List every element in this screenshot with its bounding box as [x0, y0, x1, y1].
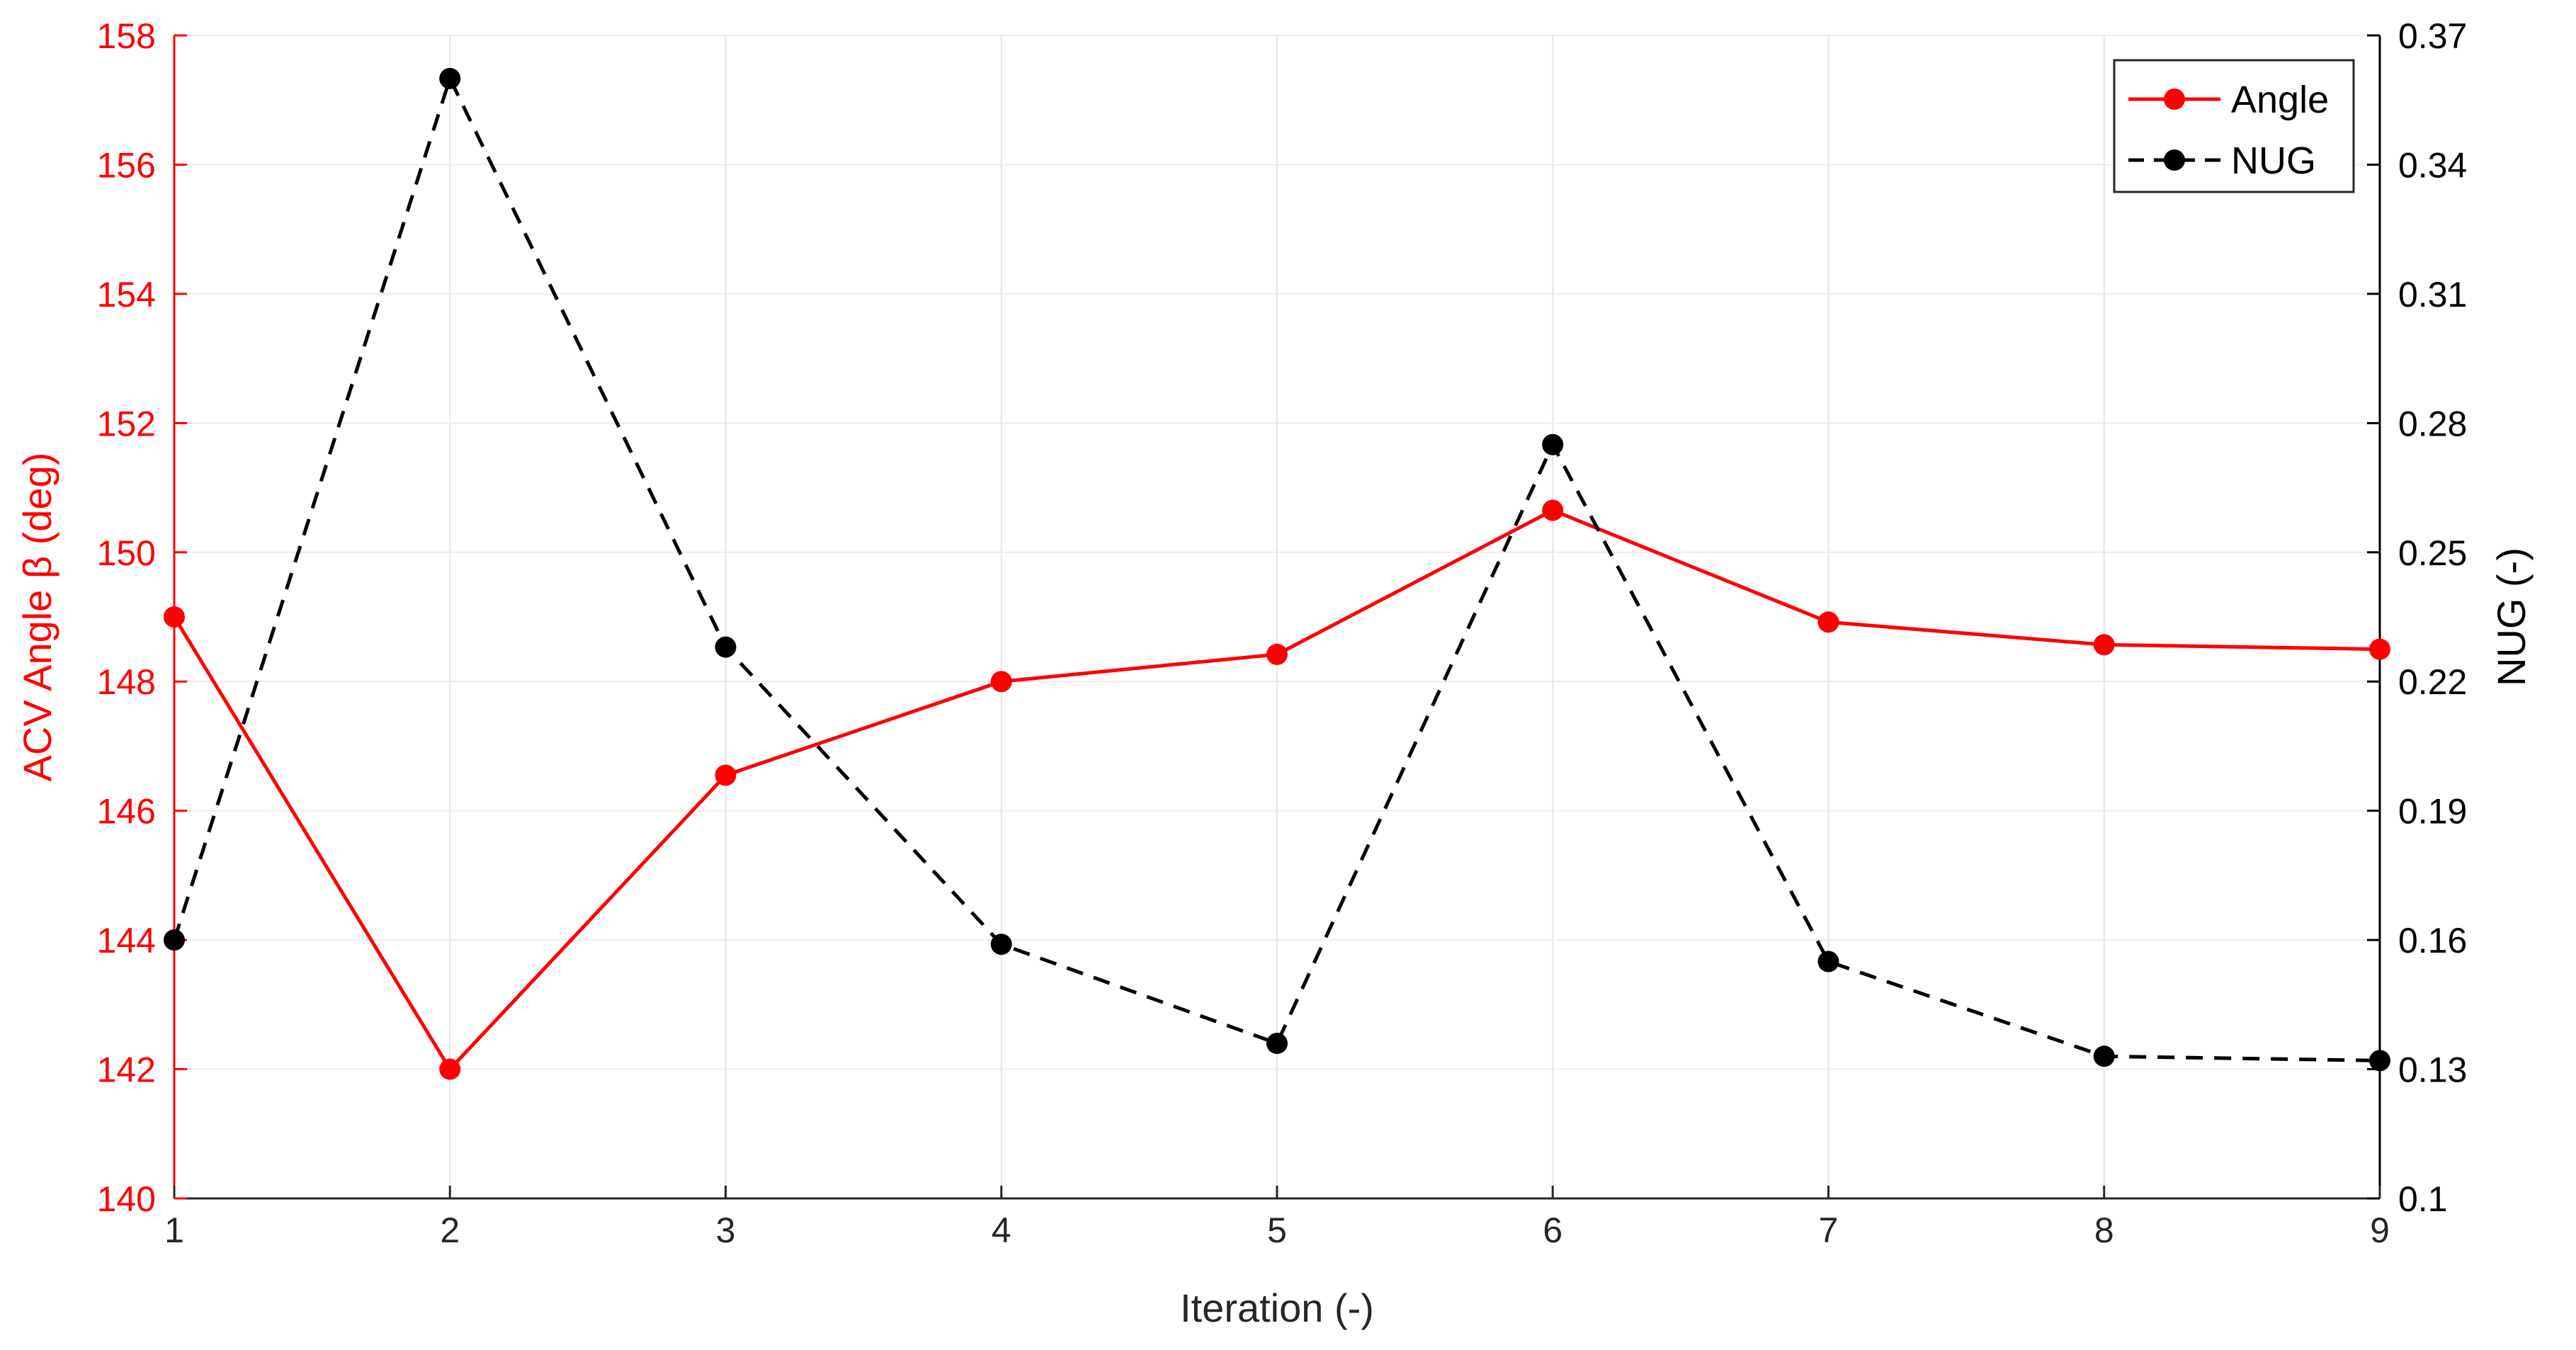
right-y-tick-label: 0.31	[2398, 275, 2467, 314]
left-axis-title: ACV Angle β (deg)	[15, 453, 59, 782]
data-point-angle	[1266, 643, 1288, 665]
x-tick-label: 1	[164, 1210, 184, 1250]
axis-ticks: 1 2 3 4 5 6 7 8 9 140 142 144 146 148 150 152 154 156 158 0…	[97, 16, 2468, 1250]
data-point-nug	[1266, 1033, 1288, 1055]
data-point-nug	[1817, 951, 1839, 972]
data-point-angle	[2093, 634, 2115, 656]
left-y-tick-label: 148	[97, 662, 156, 702]
legend-label-angle: Angle	[2231, 79, 2329, 121]
data-point-nug	[2093, 1045, 2115, 1067]
data-point-nug	[1542, 433, 1564, 455]
legend-angle-swatch-marker	[2164, 89, 2185, 110]
data-point-angle	[715, 764, 737, 786]
x-tick-label: 7	[1819, 1210, 1839, 1250]
left-y-tick-label: 158	[97, 16, 156, 56]
x-tick-label: 9	[2370, 1210, 2390, 1250]
data-point-angle	[1542, 499, 1564, 521]
x-tick-label: 3	[716, 1210, 736, 1250]
grid-lines	[174, 35, 2381, 1199]
right-y-tick-label: 0.16	[2398, 921, 2467, 960]
data-point-angle	[1817, 611, 1839, 633]
legend-nug-swatch-marker	[2164, 149, 2185, 171]
x-tick-label: 2	[440, 1210, 460, 1250]
data-point-angle	[439, 1058, 461, 1080]
right-y-tick-label: 0.25	[2398, 533, 2467, 573]
right-y-tick-label: 0.22	[2398, 662, 2467, 702]
data-point-nug	[715, 636, 737, 658]
right-y-tick-label: 0.34	[2398, 145, 2467, 185]
right-y-tick-label: 0.1	[2398, 1179, 2448, 1219]
left-y-tick-label: 140	[97, 1179, 156, 1219]
right-axis-title: NUG (-)	[2489, 548, 2534, 686]
right-y-tick-label: 0.13	[2398, 1050, 2467, 1090]
left-y-tick-label: 156	[97, 145, 156, 185]
left-y-tick-label: 144	[97, 921, 156, 960]
data-point-nug	[990, 934, 1012, 955]
left-y-tick-label: 146	[97, 792, 156, 832]
right-y-tick-label: 0.19	[2398, 792, 2467, 832]
data-point-angle	[164, 606, 185, 628]
data-point-nug	[2369, 1050, 2390, 1072]
left-y-tick-label: 154	[97, 275, 156, 314]
data-point-angle	[2369, 638, 2390, 660]
data-point-nug	[439, 67, 461, 89]
legend-box	[2113, 59, 2355, 193]
x-tick-label: 4	[992, 1210, 1011, 1250]
data-point-angle	[990, 671, 1012, 693]
left-y-tick-label: 150	[97, 533, 156, 573]
legend: Angle NUG	[2113, 59, 2355, 193]
data-series	[164, 67, 2390, 1080]
x-axis-title: Iteration (-)	[1180, 1286, 1374, 1330]
series-line-nug	[172, 76, 2381, 1062]
x-tick-label: 5	[1267, 1210, 1287, 1250]
data-point-nug	[164, 929, 185, 951]
left-y-tick-label: 142	[97, 1050, 156, 1090]
right-y-tick-label: 0.37	[2398, 16, 2467, 56]
x-tick-label: 8	[2094, 1210, 2114, 1250]
legend-label-nug: NUG	[2231, 140, 2316, 182]
x-tick-label: 6	[1543, 1210, 1562, 1250]
right-y-tick-label: 0.28	[2398, 404, 2467, 443]
left-y-tick-label: 152	[97, 404, 156, 443]
